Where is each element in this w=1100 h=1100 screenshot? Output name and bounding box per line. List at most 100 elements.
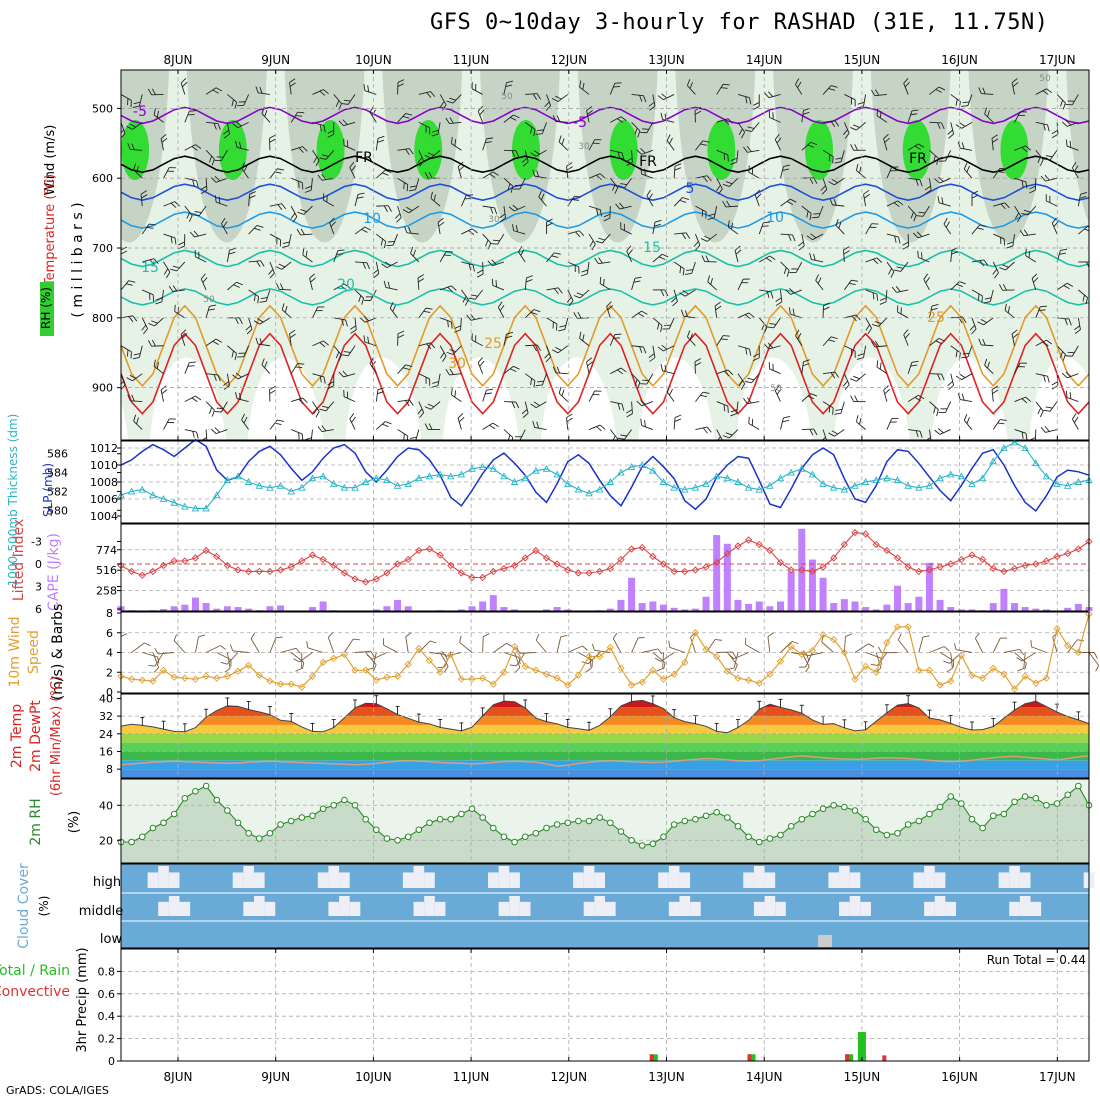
lifted-index-line-point (840, 540, 848, 549)
wind-barb (648, 345, 656, 362)
wind-speed-line-point (968, 671, 976, 679)
wind-barb (829, 198, 845, 207)
thickness-line-point (255, 481, 264, 489)
wind-barb (1035, 373, 1050, 383)
thickness-line-point (755, 485, 764, 493)
wind-speed-line-point (915, 666, 923, 674)
cape-bar (457, 609, 465, 611)
contour-label: 10 (363, 211, 381, 227)
wind-speed-line-point (447, 650, 455, 659)
wind-barb (184, 177, 199, 188)
wind-barb (282, 233, 292, 248)
wind-barb (184, 395, 202, 403)
cape-bar (542, 609, 550, 611)
chart-title: GFS 0~10day 3-hourly for RASHAD (31E, 11… (430, 10, 1049, 35)
wind-barb (821, 635, 834, 653)
rh-high (609, 120, 638, 180)
wind-barb (823, 371, 840, 379)
wind-barb (397, 79, 405, 95)
wind-barb (546, 317, 558, 331)
lifted-index-line-point (713, 558, 721, 567)
rh2m-line-point (351, 801, 359, 809)
lifted-index-line-point (659, 560, 668, 568)
wind-barb (497, 301, 505, 319)
wind-barb (1014, 145, 1031, 153)
y-tick-label: 700 (92, 242, 113, 255)
rh2m-tick-label: 40 (99, 799, 113, 812)
wind-barb (595, 233, 611, 244)
wind-barb (1061, 371, 1079, 379)
wind-speed-line-point (808, 646, 817, 655)
y-axis-label-temp2m: 2m Temp (9, 704, 25, 768)
rh2m-line-point (1032, 794, 1040, 802)
contour-label: FR (909, 151, 927, 167)
wind-barb (579, 80, 590, 95)
wind-barb (969, 317, 977, 335)
lifted-index-line-point (606, 564, 614, 573)
wind-barb (722, 200, 738, 208)
wind-barb (163, 261, 171, 279)
wind-barb (133, 414, 143, 430)
wind-barb (333, 283, 350, 291)
lifted-index-line-point (978, 555, 987, 564)
cloud-high (753, 866, 765, 888)
wind-barb (716, 335, 730, 346)
wind-barb (457, 413, 465, 430)
wind-speed-line-point (149, 677, 157, 685)
cloud-middle (168, 896, 180, 916)
wind-barb (850, 395, 866, 403)
wind-speed-line-point (255, 671, 263, 679)
wind-barb (127, 394, 143, 403)
temp-frame (120, 693, 1090, 779)
wind-barb (646, 189, 654, 207)
x-tick-label-bottom: 10JUN (355, 1070, 392, 1084)
lifted-index-line-point (798, 566, 806, 574)
wind-barb (121, 280, 136, 291)
wind-speed-line-point (787, 642, 795, 651)
wind-barb (1029, 178, 1037, 194)
lifted-index-line (120, 531, 1090, 583)
rh2m-line-point (1011, 798, 1018, 806)
wind-barb (397, 113, 413, 123)
cape-bar (181, 604, 189, 611)
rh2m-line-point (745, 833, 752, 841)
rh2m-line-point (670, 821, 678, 828)
wind-speed-line-point (574, 671, 583, 679)
wind-barb (375, 421, 392, 430)
precip-frame (120, 948, 1090, 1062)
y-axis-label-temp: Temperature (°C) (43, 174, 58, 287)
wind-speed-line-point (585, 652, 593, 661)
rh2m-line-point (128, 838, 135, 846)
wind-barb (768, 362, 781, 375)
cloud-high (828, 872, 840, 888)
rh2m-line-point (468, 805, 476, 813)
wind-barb (269, 386, 276, 402)
wind-barb (121, 429, 122, 436)
wind-speed-line-point (1042, 674, 1051, 682)
wind-barb (241, 162, 250, 179)
thickness-line-point (181, 502, 189, 510)
lifted-index-line-point (181, 557, 189, 565)
cloud-middle (179, 901, 191, 916)
x-tick-label-top: 11JUN (453, 53, 490, 67)
cape-bar (660, 604, 668, 611)
wind-barb (1035, 150, 1044, 166)
wind-barb (695, 426, 712, 434)
wind-barb (878, 646, 898, 654)
rh2m-line-point (734, 822, 742, 830)
wind-barb (471, 82, 483, 95)
wind-barb (946, 652, 953, 673)
precip-tick-label: 0.4 (98, 1010, 116, 1023)
lifted-index-line-point (808, 567, 817, 576)
lifted-index-line-point (383, 569, 391, 577)
thickness-line-point (383, 476, 391, 484)
wind-barb (716, 83, 730, 95)
thickness-line-point (436, 470, 444, 478)
x-tick-label-top: 17JUN (1039, 53, 1076, 67)
thickness-line-point (819, 479, 827, 487)
wind-barb (535, 122, 547, 135)
wind-speed-line-point (553, 674, 561, 682)
wind-speed-line-point (776, 657, 785, 666)
wind-barb (785, 288, 802, 295)
wind-barb (631, 310, 648, 319)
